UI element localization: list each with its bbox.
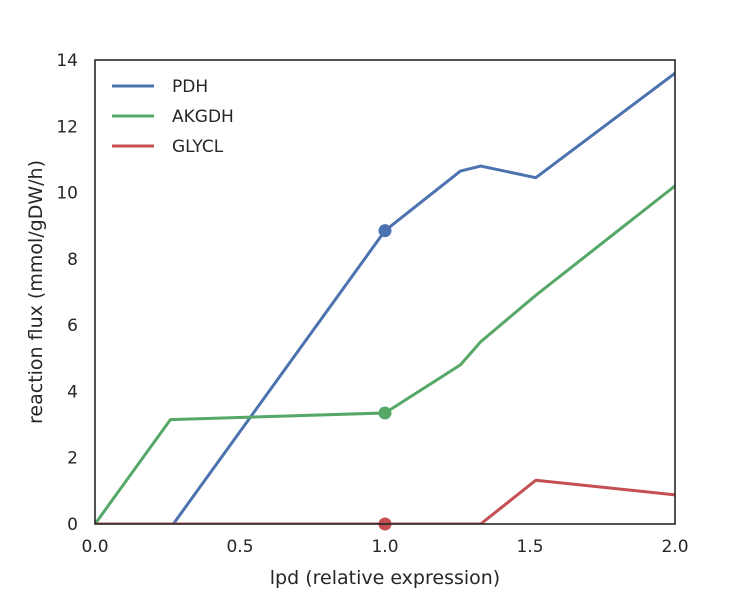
plot-frame xyxy=(94,59,676,525)
y-axis: 0 2 4 6 8 10 12 14 xyxy=(56,51,78,535)
y-tick-label: 8 xyxy=(67,250,78,270)
y-tick-label: 4 xyxy=(67,382,78,402)
legend-label-akgdh: AKGDH xyxy=(172,107,234,127)
legend-label-glycl: GLYCL xyxy=(172,137,224,157)
legend-label-pdh: PDH xyxy=(172,77,208,97)
marker-layer xyxy=(378,224,392,531)
x-tick-label: 0.5 xyxy=(226,537,253,557)
x-axis-label: lpd (relative expression) xyxy=(270,567,500,589)
series-line-akgdh xyxy=(95,184,675,524)
data-point-akgdh xyxy=(378,406,392,420)
y-tick-label: 0 xyxy=(67,515,78,535)
y-tick-label: 10 xyxy=(56,184,78,204)
x-axis: 0.0 0.5 1.0 1.5 2.0 xyxy=(81,537,688,557)
series-layer xyxy=(95,71,675,524)
y-tick-label: 14 xyxy=(56,51,78,71)
x-tick-label: 1.0 xyxy=(371,537,398,557)
y-tick-label: 6 xyxy=(67,316,78,336)
x-tick-label: 1.5 xyxy=(516,537,543,557)
data-point-pdh xyxy=(378,224,392,238)
x-tick-label: 2.0 xyxy=(661,537,688,557)
legend: PDH AKGDH GLYCL xyxy=(112,77,234,157)
y-tick-label: 2 xyxy=(67,449,78,469)
x-tick-label: 0.0 xyxy=(81,537,108,557)
series-line-glycl xyxy=(95,478,675,524)
y-tick-label: 12 xyxy=(56,117,78,137)
y-axis-label: reaction flux (mmol/gDW/h) xyxy=(25,160,47,424)
series-line-pdh xyxy=(95,71,675,524)
